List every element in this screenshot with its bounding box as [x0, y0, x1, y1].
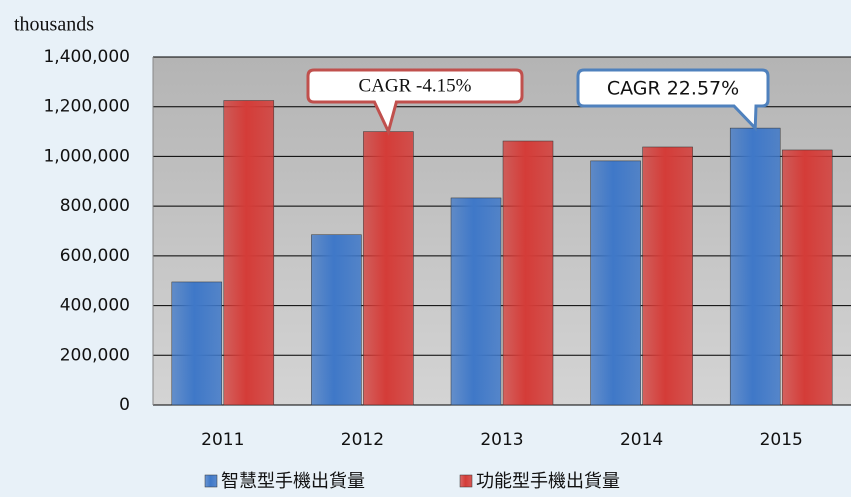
callout	[306, 68, 524, 136]
annotation: CAGR -4.15%	[359, 75, 472, 96]
callout	[576, 68, 770, 132]
bar	[642, 146, 693, 406]
y-axis-label: thousands	[14, 14, 94, 36]
bar	[450, 197, 502, 406]
bar	[590, 160, 641, 406]
annotation: CAGR 22.57%	[607, 78, 739, 100]
x-tick-label: 2013	[480, 430, 523, 450]
y-tick-label: 200,000	[60, 345, 130, 365]
x-tick-label: 2014	[620, 430, 663, 450]
y-tick-label: 600,000	[60, 246, 130, 266]
y-tick-label: 800,000	[60, 196, 130, 216]
bar	[729, 127, 781, 406]
y-tick-label: 1,400,000	[43, 47, 130, 67]
legend-swatch	[459, 474, 473, 488]
bar	[781, 149, 833, 406]
bar	[311, 234, 362, 406]
legend-label: 智慧型手機出貨量	[221, 471, 365, 492]
legend-label: 功能型手機出貨量	[476, 471, 620, 492]
bar	[171, 281, 223, 406]
y-tick-label: 400,000	[60, 296, 130, 316]
x-tick-label: 2011	[201, 430, 244, 450]
x-tick-label: 2012	[341, 430, 384, 450]
x-tick-label: 2015	[760, 430, 803, 450]
y-tick-label: 1,000,000	[43, 146, 130, 166]
bar	[223, 100, 275, 406]
bar	[502, 140, 554, 406]
legend-swatch	[204, 474, 218, 488]
bar	[363, 131, 414, 406]
y-tick-label: 0	[119, 395, 130, 415]
y-tick-label: 1,200,000	[43, 97, 130, 117]
